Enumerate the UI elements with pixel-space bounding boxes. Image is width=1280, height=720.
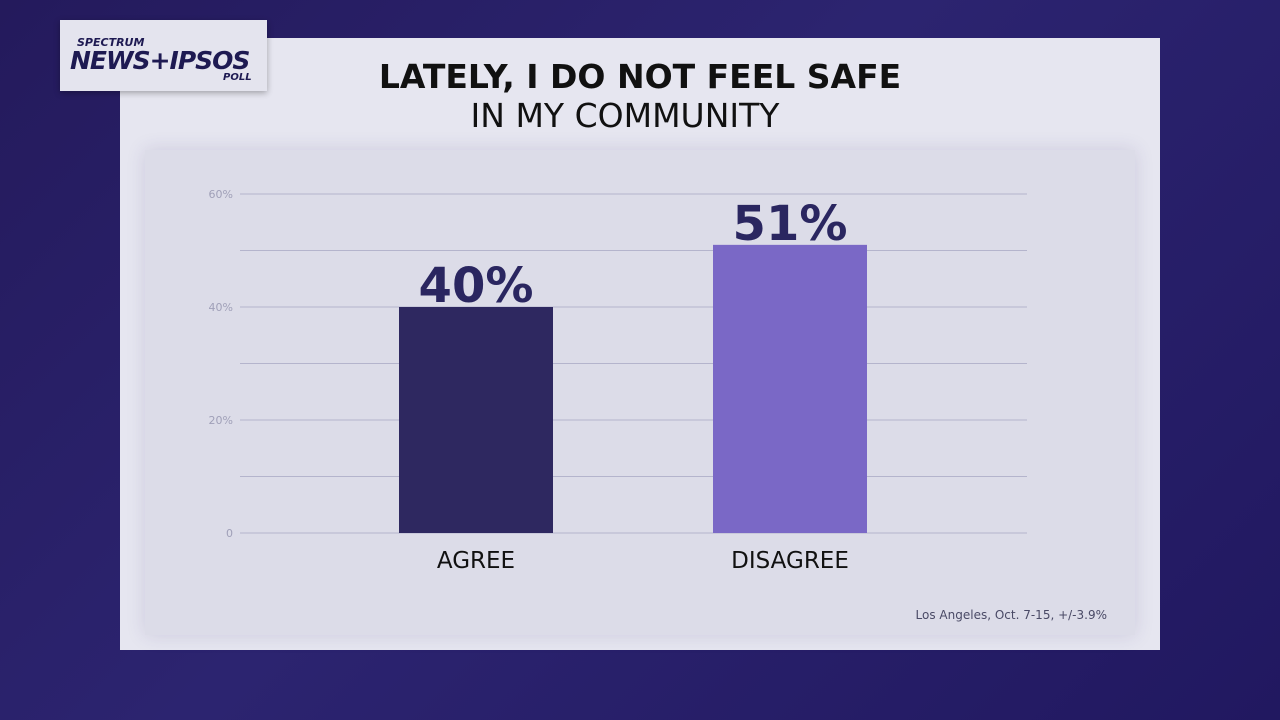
logo-spectrum: SPECTRUM (77, 36, 145, 49)
chart-card (145, 150, 1135, 635)
bar-disagree (713, 244, 867, 533)
chart-title-line2: IN MY COMMUNITY (470, 96, 780, 135)
logo-poll: POLL (223, 72, 252, 83)
y-tick-label: 20% (209, 414, 233, 427)
y-tick-label: 60% (209, 188, 233, 201)
x-tick-label: DISAGREE (731, 548, 849, 574)
data-label: 40% (419, 258, 534, 314)
spectrum-ipsos-logo: SPECTRUM NEWS+IPSOS POLL (60, 20, 267, 91)
y-tick-label: 40% (209, 301, 233, 314)
footnote: Los Angeles, Oct. 7-15, +/-3.9% (915, 608, 1107, 622)
x-tick-label: AGREE (437, 548, 515, 574)
chart-title-line1: LATELY, I DO NOT FEEL SAFE (378, 57, 902, 96)
y-tick-label: 0 (226, 527, 233, 540)
data-label: 51% (733, 196, 848, 252)
bar-agree (399, 307, 553, 533)
logo-news-ipsos: NEWS+IPSOS (70, 46, 250, 75)
